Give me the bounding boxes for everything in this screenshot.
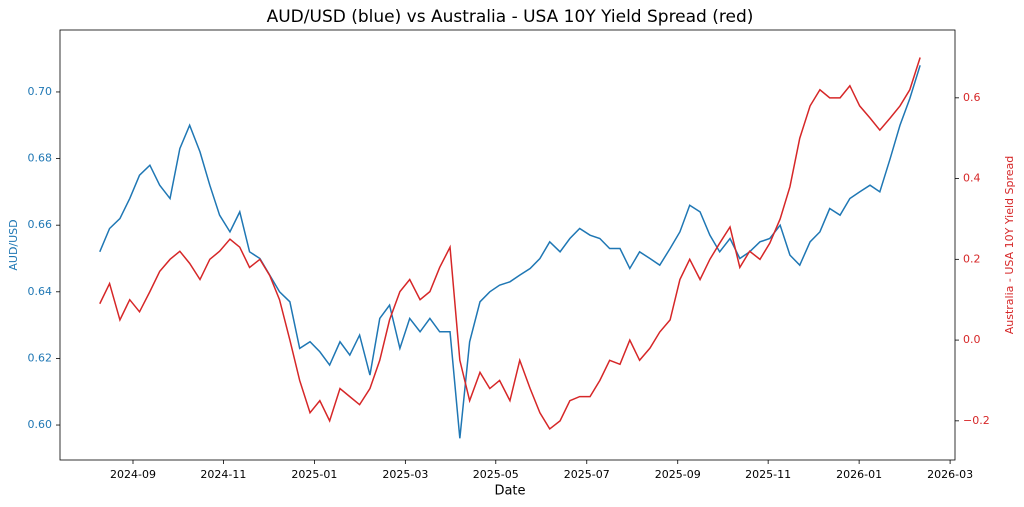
x-tick-label: 2024-11 (200, 468, 246, 481)
x-tick-label: 2025-05 (473, 468, 519, 481)
y-tick-label: 0.60 (28, 418, 53, 431)
x-tick-label: 2025-03 (382, 468, 428, 481)
x-tick-label: 2025-01 (291, 468, 337, 481)
y-tick-label: 0.62 (28, 351, 53, 364)
y-tick-label: 0.64 (28, 285, 53, 298)
plot-frame (59, 29, 956, 461)
x-tick-label: 2025-07 (564, 468, 610, 481)
y2-tick-label: 0.0 (963, 333, 981, 346)
y-tick-label: 0.68 (28, 152, 53, 165)
x-tick-label: 2024-09 (110, 468, 156, 481)
y2-axis-label: Australia - USA 10Y Yield Spread (1003, 156, 1016, 335)
data-line (99, 57, 921, 431)
x-tick-label: 2026-01 (836, 468, 882, 481)
y2-tick-label: 0.4 (963, 172, 981, 185)
y2-tick-label: −0.2 (963, 414, 990, 427)
y2-tick-label: 0.6 (963, 91, 981, 104)
y-tick-label: 0.70 (28, 85, 53, 98)
y-tick-label: 0.66 (28, 218, 53, 231)
chart-title: AUD/USD (blue) vs Australia - USA 10Y Yi… (267, 7, 754, 27)
data-line (99, 65, 921, 439)
x-tick-label: 2026-03 (927, 468, 973, 481)
x-tick-label: 2025-11 (745, 468, 791, 481)
y-axis-label: AUD/USD (7, 219, 20, 270)
x-tick-label: 2025-09 (655, 468, 701, 481)
x-axis-label: Date (494, 484, 525, 499)
y2-tick-label: 0.2 (963, 252, 981, 265)
